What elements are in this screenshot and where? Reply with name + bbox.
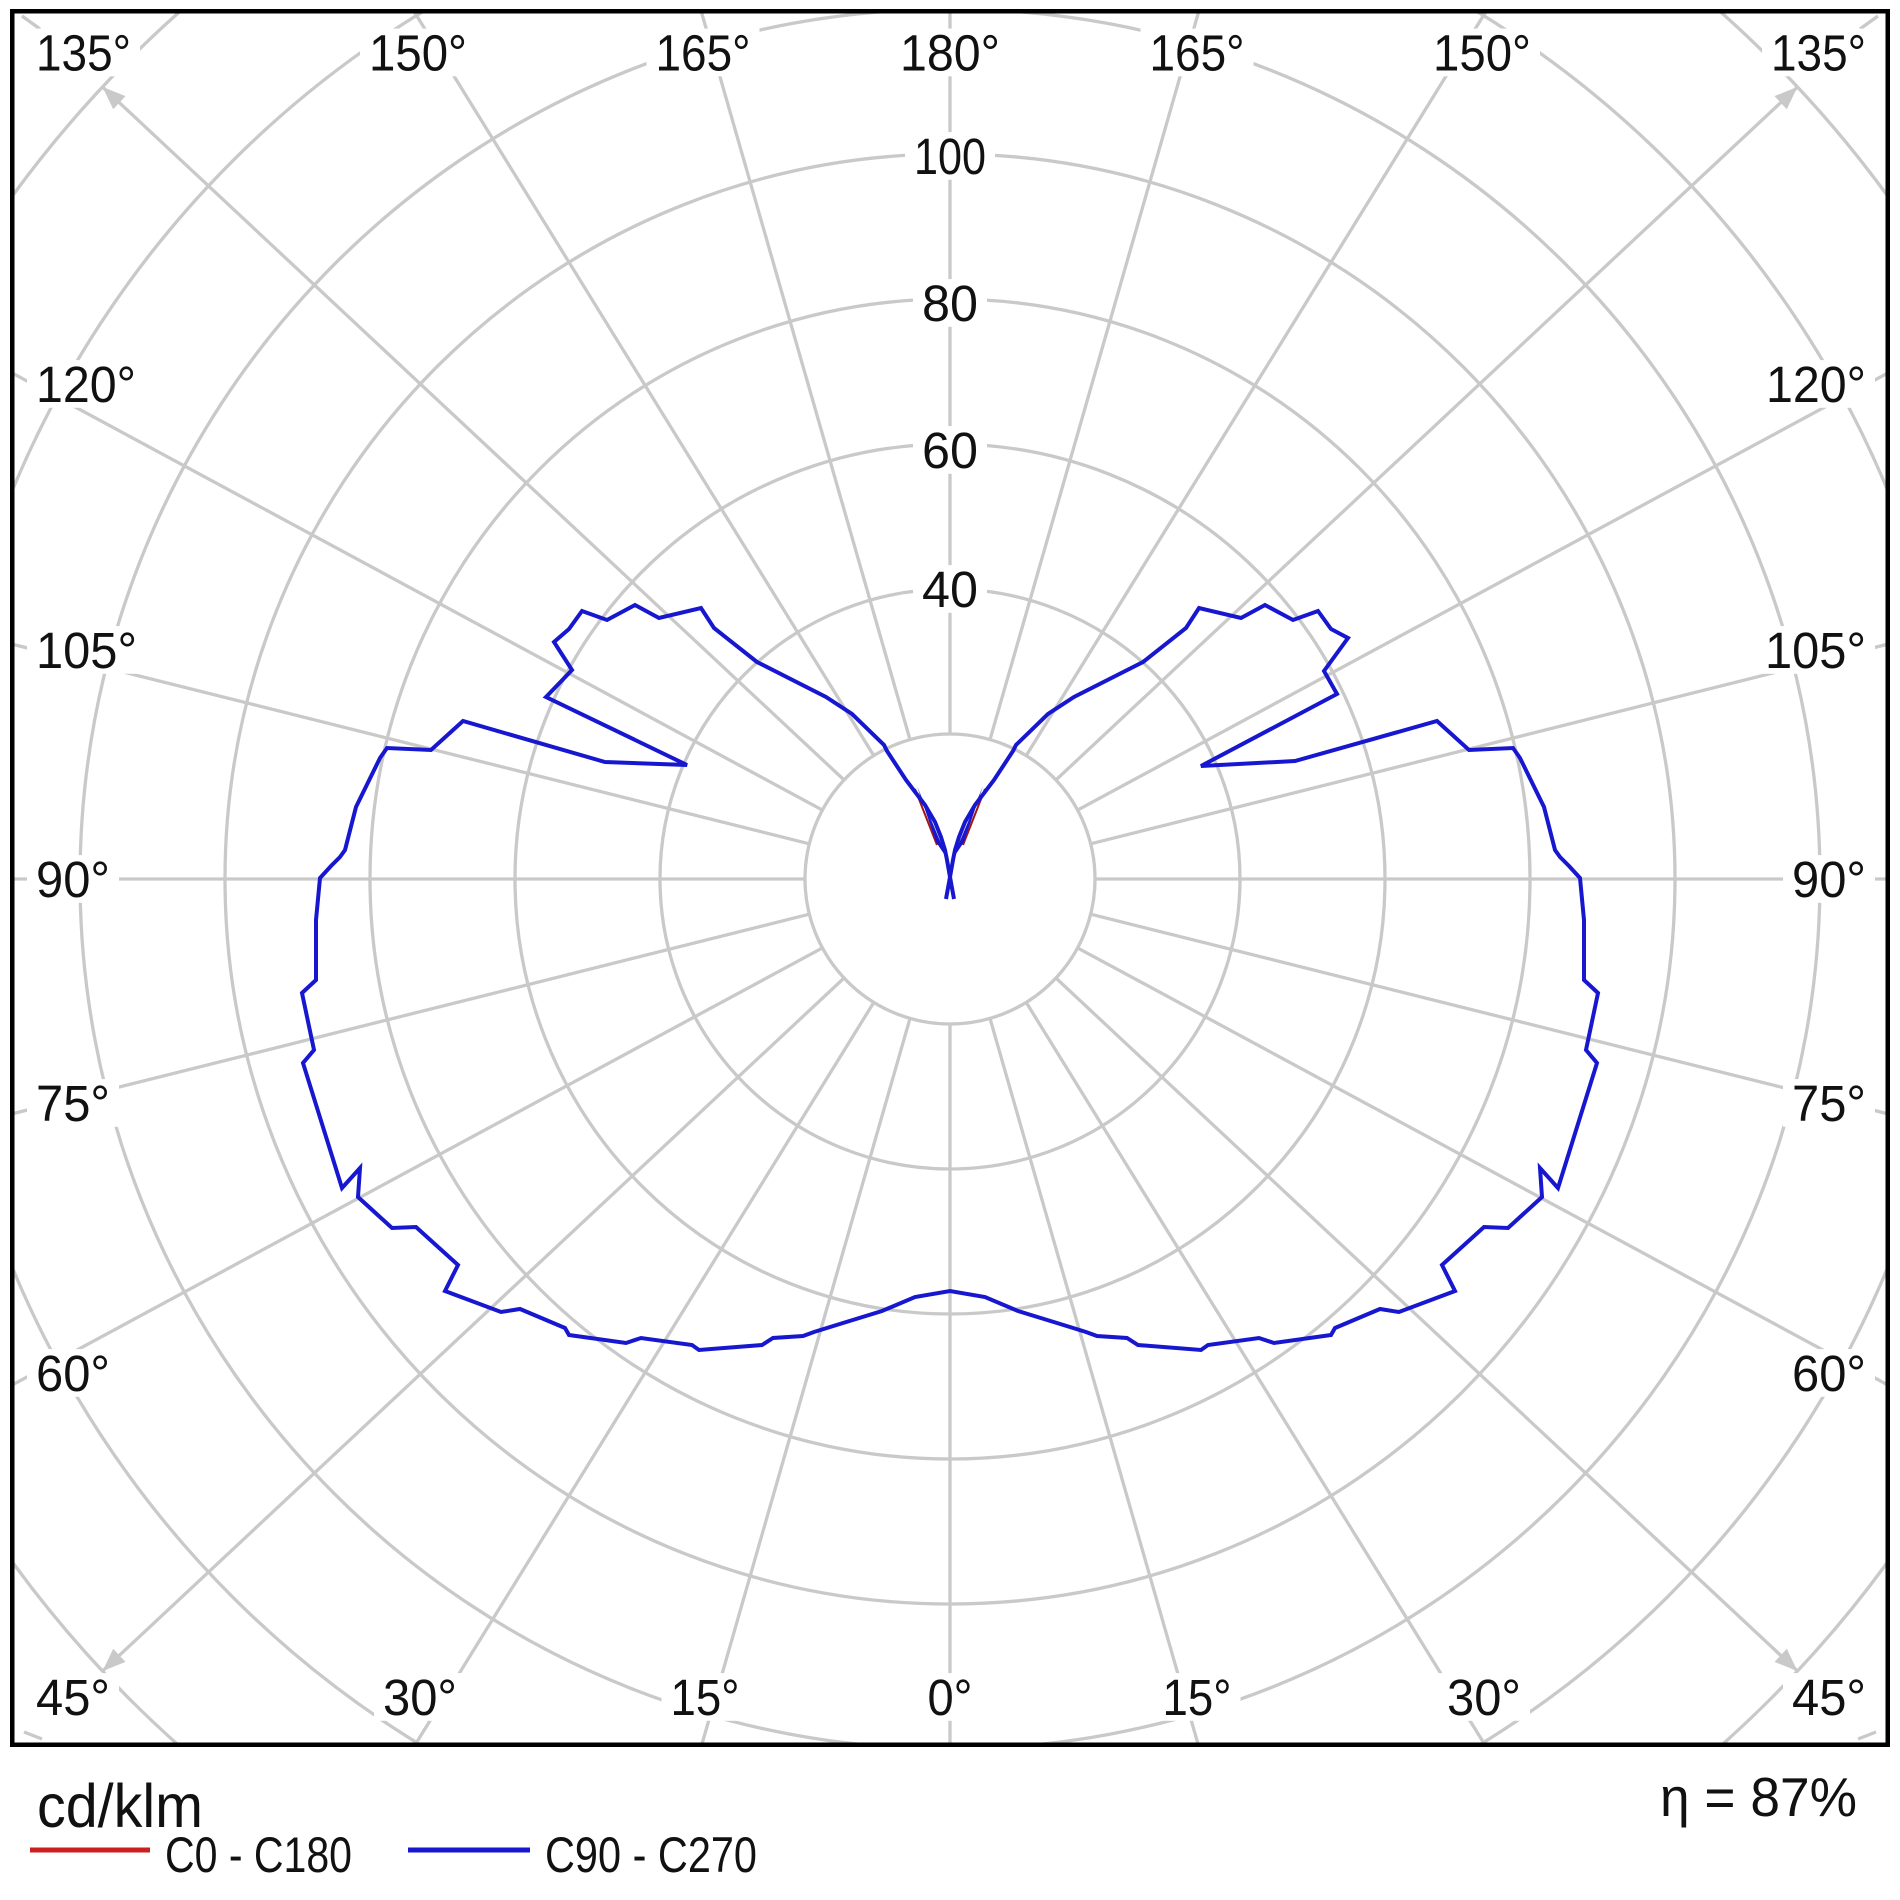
svg-text:η = 87%: η = 87% — [1660, 1766, 1857, 1828]
svg-text:80: 80 — [922, 275, 978, 332]
svg-text:75°: 75° — [1792, 1075, 1866, 1132]
svg-text:40: 40 — [922, 561, 978, 618]
svg-text:45°: 45° — [36, 1669, 110, 1726]
svg-text:C0 - C180: C0 - C180 — [165, 1827, 352, 1883]
svg-text:30°: 30° — [383, 1669, 457, 1726]
svg-text:60°: 60° — [1792, 1345, 1866, 1402]
svg-text:45°: 45° — [1792, 1669, 1866, 1726]
svg-text:105°: 105° — [1765, 622, 1866, 679]
svg-text:100: 100 — [914, 128, 986, 185]
svg-text:0°: 0° — [928, 1669, 973, 1726]
svg-text:165°: 165° — [656, 25, 751, 82]
svg-text:135°: 135° — [36, 25, 131, 82]
svg-text:60: 60 — [922, 422, 978, 479]
svg-text:60°: 60° — [36, 1345, 110, 1402]
svg-text:150°: 150° — [369, 25, 467, 82]
svg-text:120°: 120° — [36, 356, 136, 413]
svg-text:15°: 15° — [671, 1669, 740, 1726]
svg-text:165°: 165° — [1150, 25, 1245, 82]
svg-text:90°: 90° — [1792, 851, 1866, 908]
svg-text:75°: 75° — [36, 1075, 110, 1132]
svg-text:105°: 105° — [36, 622, 137, 679]
svg-text:30°: 30° — [1447, 1669, 1521, 1726]
svg-text:150°: 150° — [1433, 25, 1531, 82]
svg-text:15°: 15° — [1163, 1669, 1232, 1726]
svg-text:C90 - C270: C90 - C270 — [545, 1827, 757, 1883]
svg-text:120°: 120° — [1766, 356, 1866, 413]
svg-text:135°: 135° — [1771, 25, 1866, 82]
svg-text:cd/klm: cd/klm — [37, 1772, 203, 1840]
svg-text:90°: 90° — [36, 851, 110, 908]
svg-text:180°: 180° — [900, 25, 1000, 82]
